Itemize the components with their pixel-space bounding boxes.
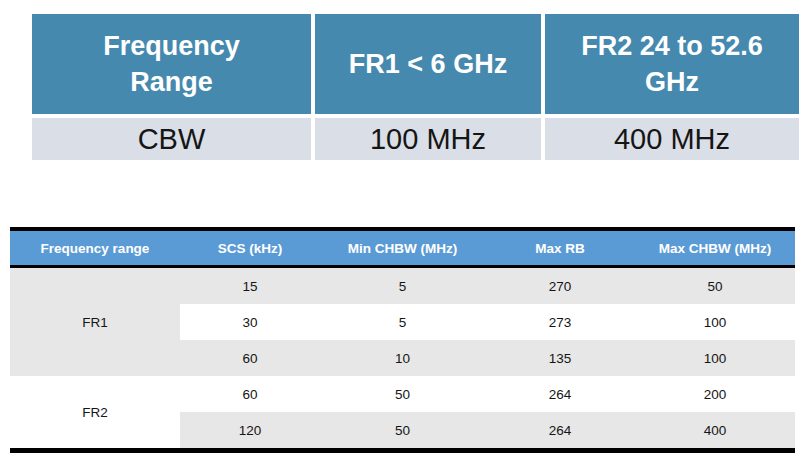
chbw-cell-min-chbw: 5 [320,267,485,305]
chbw-header-frequency-range: Frequency range [10,229,180,267]
chbw-cell-max-chbw: 200 [635,376,795,412]
cbw-header-fr1: FR1 < 6 GHz [313,12,543,116]
chbw-cell-min-chbw: 50 [320,376,485,412]
chbw-cell-scs: 30 [180,304,320,340]
chbw-cell-max-rb: 135 [485,340,635,376]
cbw-header-row: Frequency Range FR1 < 6 GHz FR2 24 to 52… [30,12,801,116]
chbw-cell-scs: 60 [180,340,320,376]
cbw-summary-table: Frequency Range FR1 < 6 GHz FR2 24 to 52… [28,10,803,164]
chbw-cell-max-rb: 264 [485,412,635,451]
chbw-cell-scs: 120 [180,412,320,451]
chbw-cell-max-chbw: 50 [635,267,795,305]
cbw-header-frequency-range: Frequency Range [30,12,313,116]
chbw-cell-max-chbw: 100 [635,340,795,376]
chbw-cell-max-rb: 270 [485,267,635,305]
cbw-fr2-value: 400 MHz [543,116,801,162]
chbw-header-max-chbw: Max CHBW (MHz) [635,229,795,267]
chbw-cell-min-chbw: 50 [320,412,485,451]
chbw-detail-table: Frequency range SCS (kHz) Min CHBW (MHz)… [10,227,795,453]
chbw-cell-max-rb: 273 [485,304,635,340]
table-row: FR2 60 50 264 200 [10,376,795,412]
chbw-cell-min-chbw: 5 [320,304,485,340]
chbw-cell-scs: 60 [180,376,320,412]
chbw-cell-min-chbw: 10 [320,340,485,376]
cbw-row-label: CBW [30,116,313,162]
cbw-header-fr2: FR2 24 to 52.6 GHz [543,12,801,116]
chbw-cell-max-chbw: 400 [635,412,795,451]
chbw-group-label-fr2: FR2 [10,376,180,451]
table-row: FR1 15 5 270 50 [10,267,795,305]
chbw-header-min-chbw: Min CHBW (MHz) [320,229,485,267]
chbw-header-scs: SCS (kHz) [180,229,320,267]
cbw-data-row: CBW 100 MHz 400 MHz [30,116,801,162]
chbw-header-max-rb: Max RB [485,229,635,267]
chbw-header-row: Frequency range SCS (kHz) Min CHBW (MHz)… [10,229,795,267]
chbw-cell-max-chbw: 100 [635,304,795,340]
page: Frequency Range FR1 < 6 GHz FR2 24 to 52… [0,0,808,475]
chbw-cell-scs: 15 [180,267,320,305]
cbw-fr1-value: 100 MHz [313,116,543,162]
chbw-group-label-fr1: FR1 [10,267,180,377]
chbw-cell-max-rb: 264 [485,376,635,412]
